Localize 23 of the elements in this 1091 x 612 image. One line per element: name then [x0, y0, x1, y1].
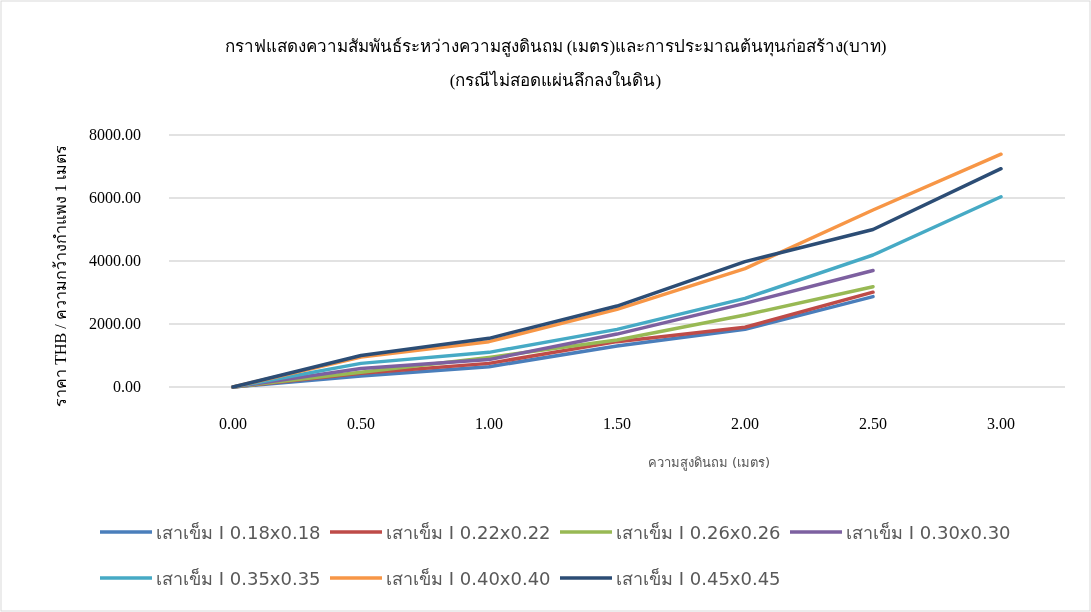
y-tick-label: 2000.00 [89, 315, 141, 332]
x-tick-label: 0.00 [219, 415, 247, 432]
legend-label: เสาเข็ม I 0.30x0.30 [846, 521, 1011, 543]
legend-label: เสาเข็ม I 0.26x0.26 [616, 521, 781, 543]
y-tick-label: 4000.00 [89, 252, 141, 269]
legend-label: เสาเข็ม I 0.22x0.22 [386, 521, 551, 543]
x-axis-title: ความสูงดินถม (เมตร) [647, 455, 771, 471]
y-tick-label: 0.00 [113, 378, 141, 395]
chart-title: กราฟแสดงความสัมพันธ์ระหว่างความสูงดินถม (เมตร)และการประมาณต้นทุนก่อสร้าง(บาท) [224, 37, 887, 57]
y-tick-label: 8000.00 [89, 126, 141, 143]
y-tick-label: 6000.00 [89, 189, 141, 206]
legend-label: เสาเข็ม I 0.18x0.18 [156, 521, 321, 543]
x-tick-label: 2.00 [731, 415, 759, 432]
legend-label: เสาเข็ม I 0.45x0.45 [616, 567, 781, 589]
x-tick-label: 3.00 [987, 415, 1015, 432]
legend-label: เสาเข็ม I 0.40x0.40 [386, 567, 551, 589]
chart-subtitle: (กรณีไม่สอดแผ่นลึกลงในดิน) [449, 70, 662, 90]
x-tick-label: 2.50 [859, 415, 887, 432]
legend-label: เสาเข็ม I 0.35x0.35 [156, 567, 321, 589]
x-tick-label: 0.50 [347, 415, 375, 432]
x-tick-label: 1.00 [475, 415, 503, 432]
x-tick-label: 1.50 [603, 415, 631, 432]
y-axis-title: ราคา THB / ความกว้างกำแพง 1 เมตร [52, 145, 69, 407]
